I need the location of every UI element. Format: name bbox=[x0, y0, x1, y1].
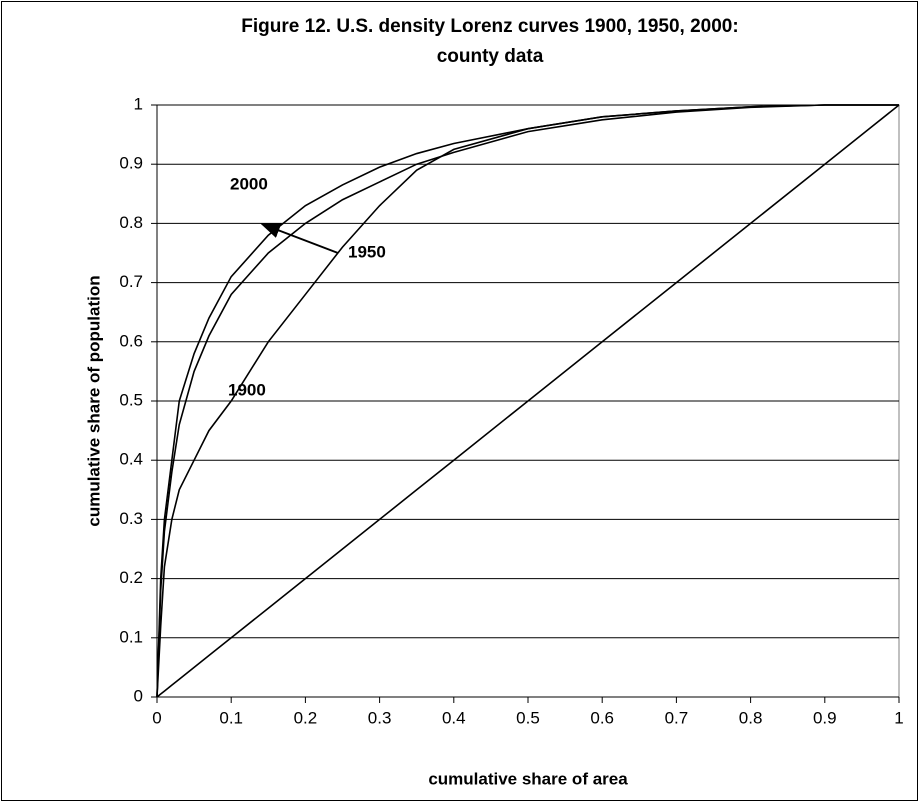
x-tick-label: 0.7 bbox=[665, 708, 689, 727]
y-tick-label: 0.8 bbox=[119, 213, 143, 232]
series-line bbox=[156, 104, 899, 698]
y-tick-label: 0.2 bbox=[119, 568, 143, 587]
x-tick-label: 0.6 bbox=[590, 708, 614, 727]
y-tick-label: 0.9 bbox=[119, 154, 143, 173]
y-tick-label: 0.3 bbox=[119, 509, 143, 528]
y-tick-label: 0.1 bbox=[119, 627, 143, 646]
x-tick-label: 0.5 bbox=[516, 708, 540, 727]
chart-title: county data bbox=[437, 46, 544, 67]
annotation-arrow bbox=[260, 222, 339, 254]
y-axis-title: cumulative share of population bbox=[84, 275, 103, 526]
x-tick-label: 0.4 bbox=[442, 708, 466, 727]
x-tick-label: 0.1 bbox=[219, 708, 243, 727]
x-axis-title: cumulative share of area bbox=[428, 769, 628, 788]
y-tick-label: 0.7 bbox=[119, 272, 143, 291]
x-tick-label: 0.9 bbox=[813, 708, 837, 727]
series-line bbox=[156, 104, 899, 698]
x-tick-label: 0.3 bbox=[368, 708, 392, 727]
x-tick-label: 0.8 bbox=[739, 708, 763, 727]
y-tick-label: 1 bbox=[134, 94, 143, 113]
x-tick-label: 0.2 bbox=[294, 708, 318, 727]
y-tick-label: 0 bbox=[134, 686, 143, 705]
series-label: 1900 bbox=[228, 380, 266, 399]
y-tick-label: 0.5 bbox=[119, 390, 143, 409]
series-line bbox=[156, 104, 900, 698]
chart-title: Figure 12. U.S. density Lorenz curves 19… bbox=[241, 16, 738, 37]
x-tick-label: 1 bbox=[894, 708, 903, 727]
y-tick-label: 0.4 bbox=[119, 450, 143, 469]
x-tick-label: 0 bbox=[152, 708, 161, 727]
series-label: 2000 bbox=[230, 174, 268, 193]
series-label: 1950 bbox=[348, 242, 386, 261]
y-tick-label: 0.6 bbox=[119, 331, 143, 350]
